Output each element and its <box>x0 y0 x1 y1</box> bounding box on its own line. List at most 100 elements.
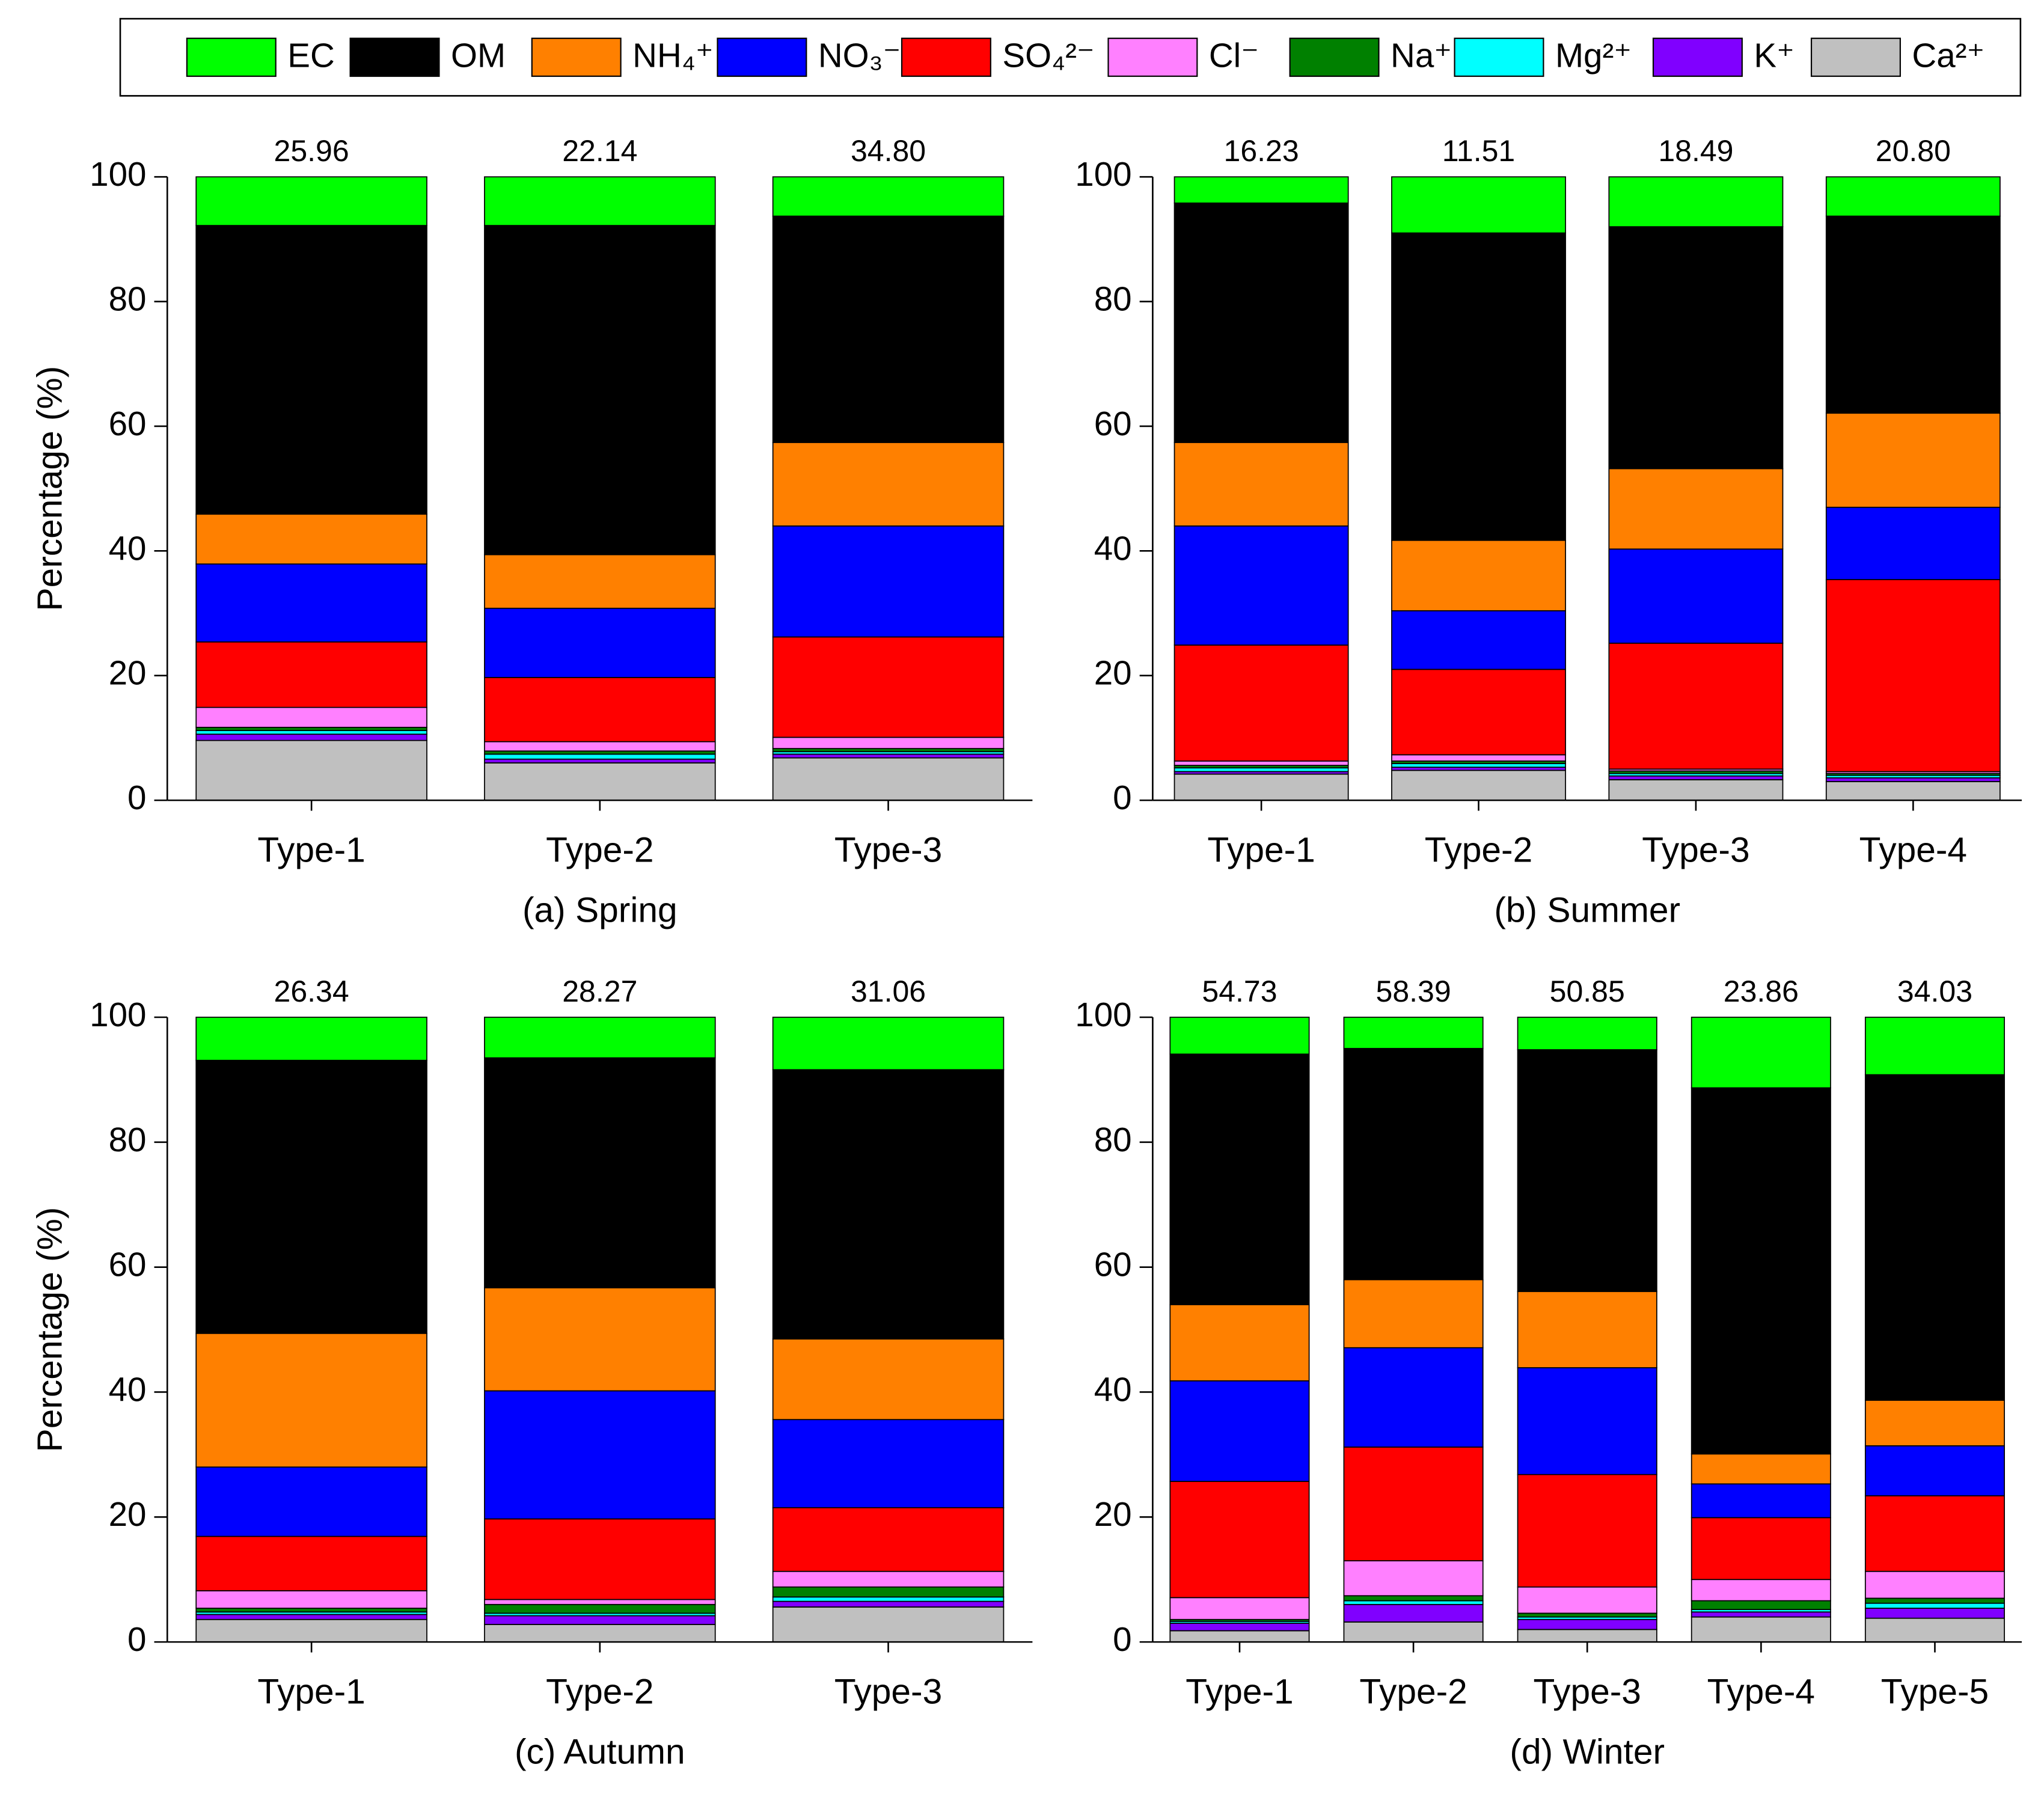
x-axis-title: (c) Autumn <box>515 1733 685 1772</box>
bar-segment <box>1864 1400 2006 1447</box>
bar-total: 50.85 <box>1550 975 1625 1008</box>
bar-segment <box>772 1338 1005 1421</box>
bar-segment <box>1391 176 1566 234</box>
bar-segment <box>1691 1017 1831 1089</box>
bar-segment <box>772 1017 1005 1071</box>
bar-segment <box>772 1586 1005 1598</box>
bar-segment <box>195 1535 427 1591</box>
bar-segment <box>772 636 1005 738</box>
y-tick-label: 0 <box>1113 779 1131 816</box>
bar-segment <box>1173 176 1349 204</box>
y-tick-label: 80 <box>109 1121 147 1159</box>
bar-segment <box>484 176 716 226</box>
bar-segment <box>772 1600 1005 1608</box>
y-tick-label: 60 <box>1094 405 1132 442</box>
bar-segment <box>1864 1570 2006 1599</box>
bar-total: 58.39 <box>1376 975 1451 1008</box>
bar-segment <box>1608 642 1784 770</box>
bar-segment <box>1173 525 1349 646</box>
bar-segment <box>484 753 716 760</box>
y-tick-label: 0 <box>127 779 146 816</box>
bar-segment <box>1825 777 2001 782</box>
bar-segment <box>1825 506 2001 580</box>
x-tick-label: Type-2 <box>1359 1673 1467 1712</box>
bar-segment <box>1691 1087 1831 1455</box>
bar-segment <box>1608 779 1784 801</box>
bar-segment <box>772 525 1005 638</box>
legend-swatch <box>1107 37 1198 77</box>
x-tick-label: Type-3 <box>1642 831 1749 870</box>
bar-segment <box>772 1069 1005 1340</box>
bar-segment <box>484 1390 716 1520</box>
y-tick-label: 20 <box>1094 1495 1132 1533</box>
bar-segment <box>484 225 716 556</box>
bar-segment <box>772 1507 1005 1572</box>
y-tick-label: 40 <box>1094 529 1132 567</box>
bar-segment <box>1608 226 1784 470</box>
bar-segment <box>195 706 427 728</box>
x-tick-label: Type-1 <box>257 1673 365 1712</box>
legend-swatch <box>1289 37 1380 77</box>
y-tick-label: 20 <box>109 654 147 692</box>
bar-segment <box>1608 775 1784 780</box>
bar-segment <box>1608 468 1784 550</box>
x-axis-title: (d) Winter <box>1510 1733 1665 1772</box>
bar-segment <box>1517 1017 1657 1050</box>
bar-segment <box>1391 754 1566 762</box>
x-tick-label: Type-3 <box>1534 1673 1641 1712</box>
bar-segment <box>195 1608 427 1613</box>
bar-segment <box>195 739 427 801</box>
bar-segment <box>1173 644 1349 762</box>
bar-segment <box>484 1057 716 1288</box>
bar-segment <box>1343 1017 1484 1049</box>
bar-segment <box>1691 1483 1831 1519</box>
legend-swatch <box>1652 37 1743 77</box>
bar-segment <box>772 736 1005 749</box>
bar-total: 25.96 <box>274 134 349 168</box>
bar-segment <box>772 1419 1005 1508</box>
bar-total: 23.86 <box>1724 975 1799 1008</box>
x-axis-title: (b) Summer <box>1494 891 1680 930</box>
legend-swatch <box>1810 37 1901 77</box>
bar-segment <box>1517 1629 1657 1642</box>
legend-swatch <box>186 37 277 77</box>
bar-segment <box>1343 1600 1484 1605</box>
x-tick-label: Type-1 <box>257 831 365 870</box>
y-tick-label: 100 <box>1075 996 1131 1033</box>
x-tick-label: Type-5 <box>1881 1673 1989 1712</box>
y-tick-label: 20 <box>109 1495 147 1533</box>
bar-segment <box>1825 215 2001 414</box>
bar-segment <box>1169 1630 1310 1642</box>
legend-swatch <box>717 37 807 77</box>
legend-label: Ca²⁺ <box>1912 36 1984 74</box>
y-tick-label: 60 <box>1094 1246 1132 1284</box>
bar-segment <box>772 442 1005 527</box>
x-tick-label: Type-1 <box>1207 831 1315 870</box>
bar-segment <box>484 554 716 609</box>
bar-segment <box>1343 1447 1484 1561</box>
bar-segment <box>1691 1579 1831 1602</box>
bar-segment <box>1169 1304 1310 1382</box>
legend-label: NO₃⁻ <box>818 36 901 74</box>
bar-segment <box>484 1603 716 1614</box>
bar-total: 20.80 <box>1876 134 1951 168</box>
bar-segment <box>484 1287 716 1392</box>
bar-segment <box>1169 1053 1310 1305</box>
bar-segment <box>195 1466 427 1537</box>
y-tick-label: 0 <box>127 1620 146 1658</box>
y-tick-label: 20 <box>1094 654 1132 692</box>
bar-segment <box>195 1618 427 1642</box>
bar-segment <box>772 1570 1005 1588</box>
bar-segment <box>1608 176 1784 227</box>
legend-label: Mg²⁺ <box>1555 36 1632 74</box>
bar-segment <box>1391 770 1566 801</box>
bar-segment <box>1517 1618 1657 1630</box>
bar-segment <box>1343 1595 1484 1602</box>
bar-segment <box>1864 1495 2006 1572</box>
bar-segment <box>1517 1586 1657 1614</box>
bar-segment <box>1864 1017 2006 1076</box>
bar-segment <box>1391 232 1566 541</box>
bar-segment <box>1864 1074 2006 1401</box>
y-axis-title: Percentage (%) <box>30 366 69 611</box>
